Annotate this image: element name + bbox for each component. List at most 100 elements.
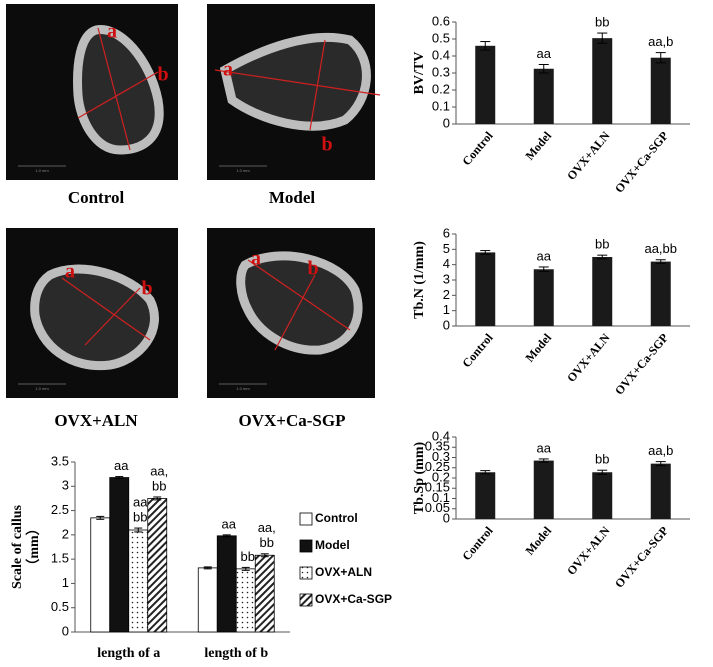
y-tick-label: 0.3	[432, 64, 450, 79]
x-tick-label: Model	[522, 523, 554, 558]
significance-label: aa	[537, 440, 552, 455]
significance-label: bb	[595, 237, 609, 252]
y-tick-label: 0	[443, 115, 450, 130]
measure-line	[84, 287, 141, 346]
y-tick-label: 6	[443, 225, 450, 240]
measure-line	[309, 39, 326, 131]
error-bar	[153, 496, 162, 501]
error-bar	[260, 553, 269, 558]
bar	[592, 257, 613, 326]
marker-label: b	[307, 258, 318, 280]
error-bar	[655, 461, 666, 467]
error-bar	[115, 476, 124, 480]
legend-label: Control	[315, 511, 358, 525]
significance-label: aa,b	[648, 443, 673, 458]
y-tick-label: 0.05	[425, 500, 450, 515]
significance-label: bb	[152, 478, 166, 493]
scale-bar-label: 1.0 mm	[236, 386, 250, 391]
marker-label: a	[223, 59, 233, 81]
significance-label: aa	[537, 46, 552, 61]
y-tick-label: 0	[443, 317, 450, 332]
y-tick-label: 2	[62, 526, 69, 541]
y-tick-label: 2.5	[51, 502, 69, 517]
error-bar	[480, 250, 491, 255]
legend-swatch	[299, 566, 313, 580]
error-bar	[597, 32, 608, 44]
y-tick-label: 2	[443, 287, 450, 302]
bar	[650, 57, 671, 125]
bar	[197, 567, 218, 633]
legend-label: OVX+ALN	[315, 565, 372, 579]
y-tick-label: 0	[443, 510, 450, 525]
marker-label: b	[157, 64, 168, 86]
error-bar	[538, 458, 549, 463]
y-tick-label: 0.4	[432, 428, 450, 443]
error-bar	[134, 527, 143, 533]
y-tick-label: 0.2	[432, 469, 450, 484]
y-tick-label: 5	[443, 241, 450, 256]
y-tick-label: 1.5	[51, 551, 69, 566]
marker-label: a	[107, 21, 117, 43]
significance-label: aa	[222, 516, 237, 531]
significance-label: bb	[241, 549, 255, 564]
significance-label: bb	[260, 535, 274, 550]
scale-bar-label: 1.0 mm	[35, 386, 49, 391]
legend-swatch	[299, 512, 313, 526]
y-tick-label: 0	[62, 623, 69, 638]
error-bar	[538, 266, 549, 273]
y-axis-label: Tb.N (1/mm)	[412, 241, 427, 319]
y-tick-label: 0.1	[432, 490, 450, 505]
bar	[533, 68, 554, 124]
error-bar	[241, 566, 250, 571]
y-tick-label: 0.5	[432, 30, 450, 45]
significance-label: bb	[133, 509, 147, 524]
image-label: OVX+ALN	[54, 411, 138, 430]
x-tick-label: Control	[459, 128, 496, 168]
error-bar	[96, 515, 105, 520]
y-axis-unit: （mm）	[26, 521, 42, 572]
image-label: Model	[269, 188, 316, 207]
x-tick-label: Model	[522, 330, 554, 365]
y-tick-label: 1	[443, 302, 450, 317]
error-bar	[203, 566, 212, 570]
bone-section	[73, 25, 164, 155]
y-axis-label: Tb.Sp (mm)	[412, 441, 427, 514]
marker-label: b	[321, 134, 332, 156]
x-tick-label: Control	[459, 523, 496, 563]
legend-swatch	[299, 539, 313, 553]
x-tick-label: OVX+ALN	[564, 128, 613, 182]
significance-label: aa,b	[648, 34, 673, 49]
y-axis-label: BV/TV	[412, 52, 427, 95]
bar	[592, 38, 613, 124]
significance-label: aa	[537, 248, 552, 263]
x-tick-label: OVX+Ca-SGP	[612, 331, 671, 398]
bar	[533, 269, 554, 326]
y-tick-label: 0.4	[432, 47, 450, 62]
x-tick-label: length of b	[204, 646, 268, 661]
bone-section	[30, 264, 159, 371]
significance-label: aa	[114, 458, 129, 473]
x-tick-label: OVX+Ca-SGP	[612, 129, 671, 196]
error-bar	[480, 470, 491, 475]
error-bar	[597, 469, 608, 475]
bar	[475, 252, 496, 326]
x-tick-label: length of a	[97, 646, 160, 661]
significance-label: aa,	[258, 520, 276, 535]
bar	[475, 45, 496, 124]
error-bar	[538, 64, 549, 74]
significance-label: bb	[595, 452, 609, 467]
marker-label: a	[65, 261, 75, 283]
image-label: OVX+Ca-SGP	[239, 411, 346, 430]
measure-line	[97, 27, 131, 151]
y-tick-label: 3	[443, 271, 450, 286]
measure-line	[247, 259, 351, 331]
significance-label: bb	[595, 14, 609, 29]
y-tick-label: 4	[443, 256, 450, 271]
y-tick-label: 0.1	[432, 98, 450, 113]
bar	[128, 529, 149, 633]
y-tick-label: 0.15	[425, 480, 450, 495]
y-tick-label: 1	[62, 575, 69, 590]
legend-swatch	[299, 593, 313, 607]
significance-label: aa,bb	[644, 241, 677, 256]
